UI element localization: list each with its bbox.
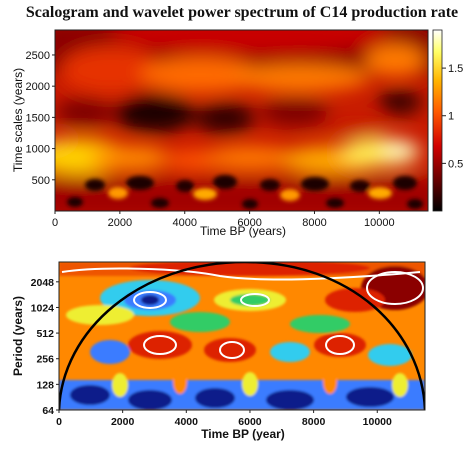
bottom-y-tick-label: 128: [36, 379, 54, 391]
bottom-y-tick-label: 64: [42, 405, 54, 417]
top-x-axis-label: Time BP (years): [200, 224, 286, 238]
top-colorbar: 0.5 1 1.5: [432, 29, 463, 212]
top-x-tick-label: 6000: [237, 217, 261, 229]
top-y-axis: 500 1000 1500 2000 2500: [26, 50, 55, 187]
colorbar-tick-label: 0.5: [448, 158, 463, 170]
top-x-tick-label: 0: [52, 217, 58, 229]
colorbar-tick-label: 1: [448, 111, 454, 123]
top-x-tick-label: 8000: [302, 217, 326, 229]
top-scalogram-plot: [54, 29, 429, 212]
bottom-x-tick-label: 2000: [111, 416, 135, 428]
bottom-x-tick-label: 0: [56, 416, 62, 428]
bottom-x-axis-label: Time BP (year): [201, 427, 285, 441]
top-y-tick-label: 2000: [26, 81, 50, 93]
bottom-plot-frame: [58, 261, 426, 411]
bottom-power-contours: [59, 262, 425, 410]
bottom-wavelet-plot: [58, 261, 426, 411]
bottom-y-tick-label: 512: [36, 328, 54, 340]
top-y-tick-label: 1500: [26, 112, 50, 124]
bottom-x-axis: 0 2000 4000 6000 8000 10000: [56, 410, 392, 428]
bottom-y-tick-label: 1024: [31, 302, 55, 314]
top-y-tick-label: 500: [32, 175, 50, 187]
bottom-x-tick-label: 10000: [363, 416, 392, 428]
bottom-y-axis-label: Period (years): [11, 296, 25, 376]
colorbar-tick-label: 1.5: [448, 63, 463, 75]
cone-of-influence: [59, 262, 425, 410]
colorbar-gradient: [432, 29, 443, 212]
top-chart-title: Scalogram and wavelet power spectrum of …: [26, 4, 458, 21]
top-y-axis-label: Time scales (years): [11, 68, 25, 172]
top-low-scale-blobs: [67, 175, 423, 209]
top-y-tick-label: 2500: [26, 50, 50, 62]
top-x-axis: 0 2000 4000 6000 8000 10000: [52, 211, 395, 229]
bottom-x-tick-label: 6000: [238, 416, 262, 428]
top-x-tick-label: 4000: [172, 217, 196, 229]
bottom-x-tick-label: 4000: [175, 416, 199, 428]
bottom-y-tick-label: 2048: [31, 277, 55, 289]
top-x-tick-label: 2000: [108, 217, 132, 229]
top-y-tick-label: 1000: [26, 144, 50, 156]
bottom-y-tick-label: 256: [36, 354, 54, 366]
colorbar-ticks: 0.5 1 1.5: [442, 63, 463, 170]
top-plot-frame: [54, 29, 429, 212]
bottom-y-axis: 64 128 256 512 1024 2048: [31, 277, 59, 417]
significance-contours: [61, 267, 424, 359]
top-x-tick-label: 10000: [364, 217, 395, 229]
top-power-field: [55, 30, 428, 211]
bottom-x-tick-label: 8000: [302, 416, 326, 428]
